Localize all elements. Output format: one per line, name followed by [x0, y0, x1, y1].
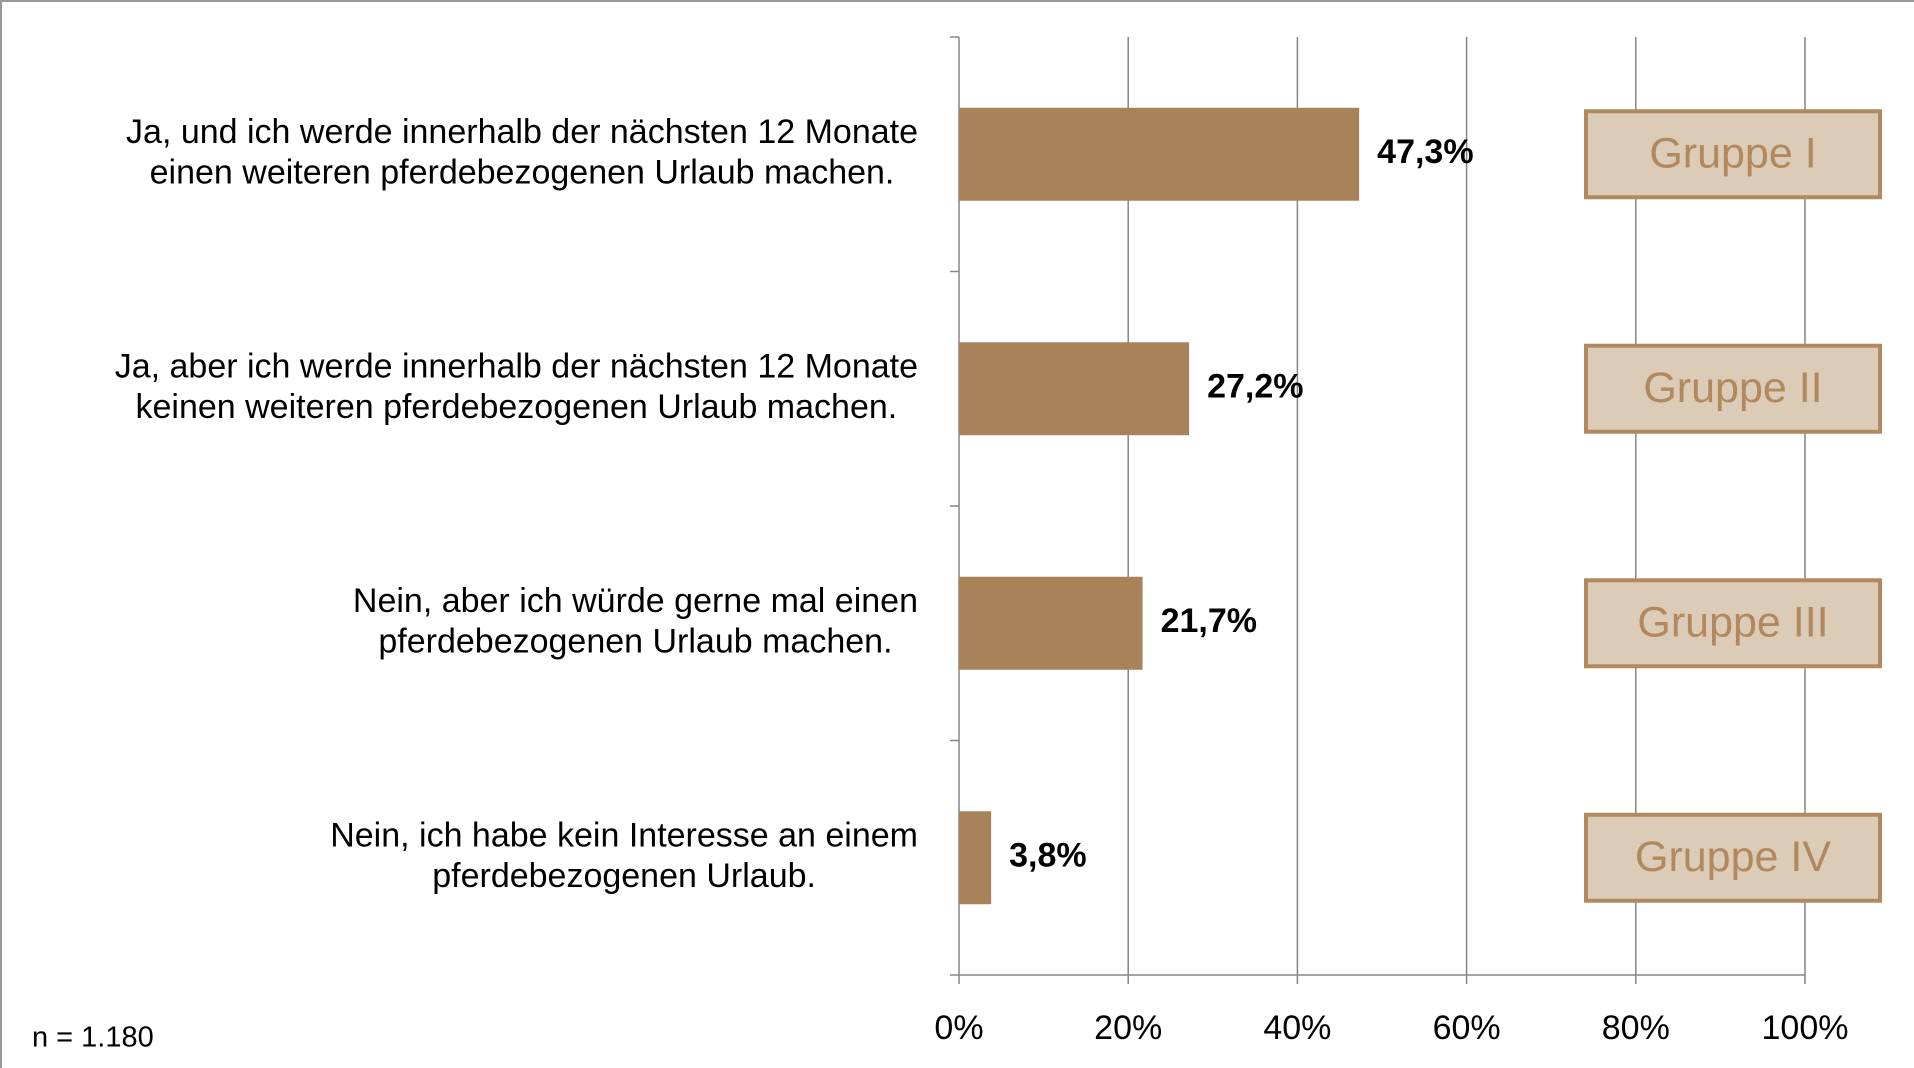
category-label: Ja, aber ich werde innerhalb der nächste…: [115, 347, 918, 426]
bar: [959, 576, 1143, 670]
group-label: Gruppe I: [1649, 130, 1816, 178]
bar: [959, 811, 992, 905]
bar: [959, 342, 1190, 436]
category-label: Ja, und ich werde innerhalb der nächsten…: [126, 113, 918, 192]
group-box: [1584, 578, 1882, 669]
category-label: Nein, aber ich würde gerne mal einen pfer…: [353, 582, 918, 661]
group-label: Gruppe IV: [1635, 833, 1831, 881]
group-box: [1584, 812, 1882, 903]
value-label: 3,8%: [1009, 837, 1086, 875]
sample-note: n = 1.180: [32, 1022, 154, 1054]
bar: [959, 107, 1360, 201]
group-label: Gruppe II: [1643, 364, 1822, 412]
x-tick-label: 0%: [934, 1009, 983, 1047]
group-box: [1584, 343, 1882, 434]
category-label: Nein, ich habe kein Interesse an einem pf…: [330, 816, 918, 895]
group-box: [1584, 109, 1882, 200]
x-tick-label: 80%: [1602, 1009, 1670, 1047]
x-tick-label: 20%: [1094, 1009, 1162, 1047]
value-label: 47,3%: [1377, 133, 1473, 171]
value-label: 27,2%: [1207, 368, 1303, 406]
x-tick-label: 100%: [1762, 1009, 1849, 1047]
value-label: 21,7%: [1161, 602, 1257, 640]
group-label: Gruppe III: [1637, 599, 1828, 647]
x-tick-label: 60%: [1433, 1009, 1501, 1047]
x-tick-label: 40%: [1263, 1009, 1331, 1047]
